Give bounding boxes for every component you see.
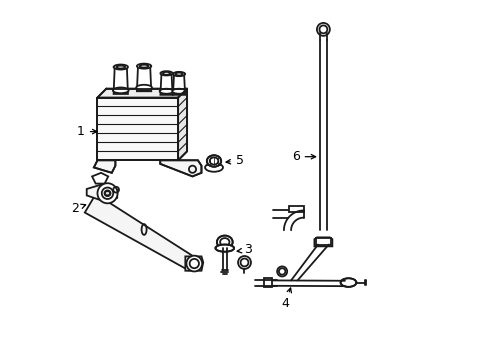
Circle shape xyxy=(238,256,250,269)
Polygon shape xyxy=(113,67,128,94)
Polygon shape xyxy=(92,173,108,184)
Polygon shape xyxy=(97,98,178,160)
Circle shape xyxy=(316,23,329,36)
Polygon shape xyxy=(94,160,115,173)
Polygon shape xyxy=(263,278,271,287)
Polygon shape xyxy=(185,256,203,271)
Polygon shape xyxy=(84,194,196,270)
Polygon shape xyxy=(97,89,187,98)
Text: 3: 3 xyxy=(237,243,252,256)
Ellipse shape xyxy=(137,64,151,69)
Polygon shape xyxy=(288,206,304,212)
Text: 2: 2 xyxy=(71,202,85,215)
Ellipse shape xyxy=(340,278,356,287)
Circle shape xyxy=(186,256,202,271)
Text: 4: 4 xyxy=(281,288,291,310)
Ellipse shape xyxy=(160,71,172,76)
Polygon shape xyxy=(315,238,330,244)
Text: 1: 1 xyxy=(77,125,97,138)
Ellipse shape xyxy=(206,155,221,167)
Ellipse shape xyxy=(217,235,232,248)
Text: 6: 6 xyxy=(291,150,315,163)
Ellipse shape xyxy=(172,89,185,94)
Ellipse shape xyxy=(136,85,152,90)
Circle shape xyxy=(277,266,286,276)
Ellipse shape xyxy=(113,64,128,69)
Ellipse shape xyxy=(204,163,223,172)
Polygon shape xyxy=(173,74,185,95)
Ellipse shape xyxy=(215,244,234,252)
Ellipse shape xyxy=(113,87,128,93)
Polygon shape xyxy=(178,89,187,160)
Polygon shape xyxy=(314,237,332,246)
Ellipse shape xyxy=(160,89,173,94)
Text: 5: 5 xyxy=(225,154,243,167)
Circle shape xyxy=(104,190,110,196)
Polygon shape xyxy=(86,184,117,202)
Ellipse shape xyxy=(173,72,185,76)
Polygon shape xyxy=(207,159,220,165)
Polygon shape xyxy=(137,66,151,91)
Polygon shape xyxy=(160,73,172,95)
Polygon shape xyxy=(160,160,201,176)
Circle shape xyxy=(97,183,117,203)
